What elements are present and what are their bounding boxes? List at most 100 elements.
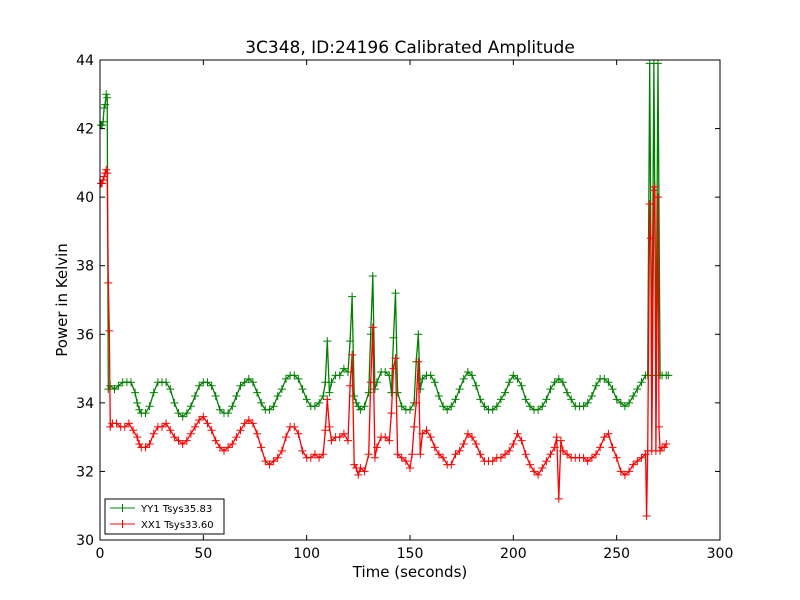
x-tick-label: 100 [293, 546, 320, 562]
x-axis: 0 50 100 150 200 250 300 [96, 60, 733, 562]
data-point [397, 453, 406, 462]
data-point [98, 179, 107, 188]
y-tick-label: 34 [76, 396, 94, 412]
data-point [133, 433, 142, 442]
data-point [509, 440, 518, 448]
data-point [174, 409, 183, 418]
data-point [509, 371, 518, 380]
data-point [344, 436, 352, 445]
data-point [662, 440, 671, 448]
data-point [650, 182, 659, 191]
data-point [558, 446, 567, 455]
y-tick-label: 32 [76, 464, 94, 480]
data-point [207, 426, 216, 435]
data-point [105, 326, 114, 335]
plot-area [97, 59, 673, 520]
data-point [505, 378, 514, 387]
data-point [273, 392, 282, 400]
data-point [102, 90, 111, 99]
data-point [463, 429, 472, 438]
data-point [335, 371, 344, 380]
y-tick-label: 40 [76, 190, 94, 206]
data-point [195, 381, 204, 390]
data-point [476, 395, 485, 404]
data-point [348, 292, 357, 301]
data-point [339, 364, 348, 373]
data-point [434, 450, 443, 459]
data-point [170, 433, 179, 442]
data-point [112, 419, 121, 428]
data-point [354, 470, 363, 479]
data-point [166, 385, 175, 394]
data-point [563, 388, 572, 397]
data-point [232, 392, 241, 400]
data-point [310, 450, 319, 459]
data-point [294, 374, 303, 383]
x-tick-label: 50 [194, 546, 212, 562]
data-point [649, 186, 658, 195]
data-point [106, 422, 115, 431]
data-point [170, 398, 179, 407]
data-point [472, 440, 481, 448]
y-tick-label: 36 [76, 327, 94, 343]
data-point [426, 433, 435, 442]
data-point [476, 450, 485, 459]
data-point [416, 385, 425, 394]
data-point [587, 392, 596, 400]
data-point [418, 429, 427, 438]
data-point [387, 409, 396, 418]
data-point [472, 381, 481, 390]
data-point [103, 93, 112, 102]
data-point [248, 419, 257, 428]
data-point [459, 374, 468, 383]
data-point [616, 398, 625, 407]
legend-box [104, 498, 225, 535]
data-point [298, 385, 307, 394]
data-point [550, 443, 559, 452]
y-tick-label: 38 [76, 259, 94, 275]
data-point [110, 385, 119, 394]
data-point [178, 440, 187, 448]
chart-title: 3C348, ID:24196 Calibrated Amplitude [245, 38, 575, 58]
data-point [447, 460, 456, 469]
data-point [480, 402, 489, 411]
data-point [98, 121, 107, 130]
data-point [273, 453, 282, 462]
data-point [145, 402, 154, 411]
data-point [451, 395, 460, 404]
data-point [335, 433, 344, 442]
data-point [356, 464, 365, 472]
data-point [542, 395, 551, 404]
data-point [414, 330, 423, 339]
data-point [350, 392, 359, 400]
data-point [412, 398, 421, 407]
data-point [236, 426, 245, 435]
data-point [655, 422, 663, 431]
data-point [517, 381, 526, 390]
data-point [558, 378, 567, 387]
data-point [521, 450, 530, 459]
data-point [240, 378, 249, 387]
data-point [186, 402, 195, 411]
data-point [646, 234, 655, 243]
data-point [525, 460, 534, 469]
data-point [186, 429, 195, 438]
data-point [133, 398, 142, 407]
data-point [269, 457, 278, 466]
data-point [505, 446, 514, 455]
x-tick-label: 150 [397, 546, 424, 562]
data-point [240, 419, 249, 428]
data-point [397, 402, 406, 411]
series-2 [97, 165, 671, 520]
data-point [439, 402, 448, 411]
data-point [385, 436, 394, 445]
data-point [625, 398, 634, 407]
data-point [244, 416, 253, 424]
data-point [468, 371, 476, 380]
data-point [592, 381, 600, 390]
data-point [391, 289, 400, 298]
data-point [633, 385, 642, 394]
data-point [521, 395, 530, 404]
data-point [364, 388, 373, 397]
data-point [459, 440, 468, 448]
